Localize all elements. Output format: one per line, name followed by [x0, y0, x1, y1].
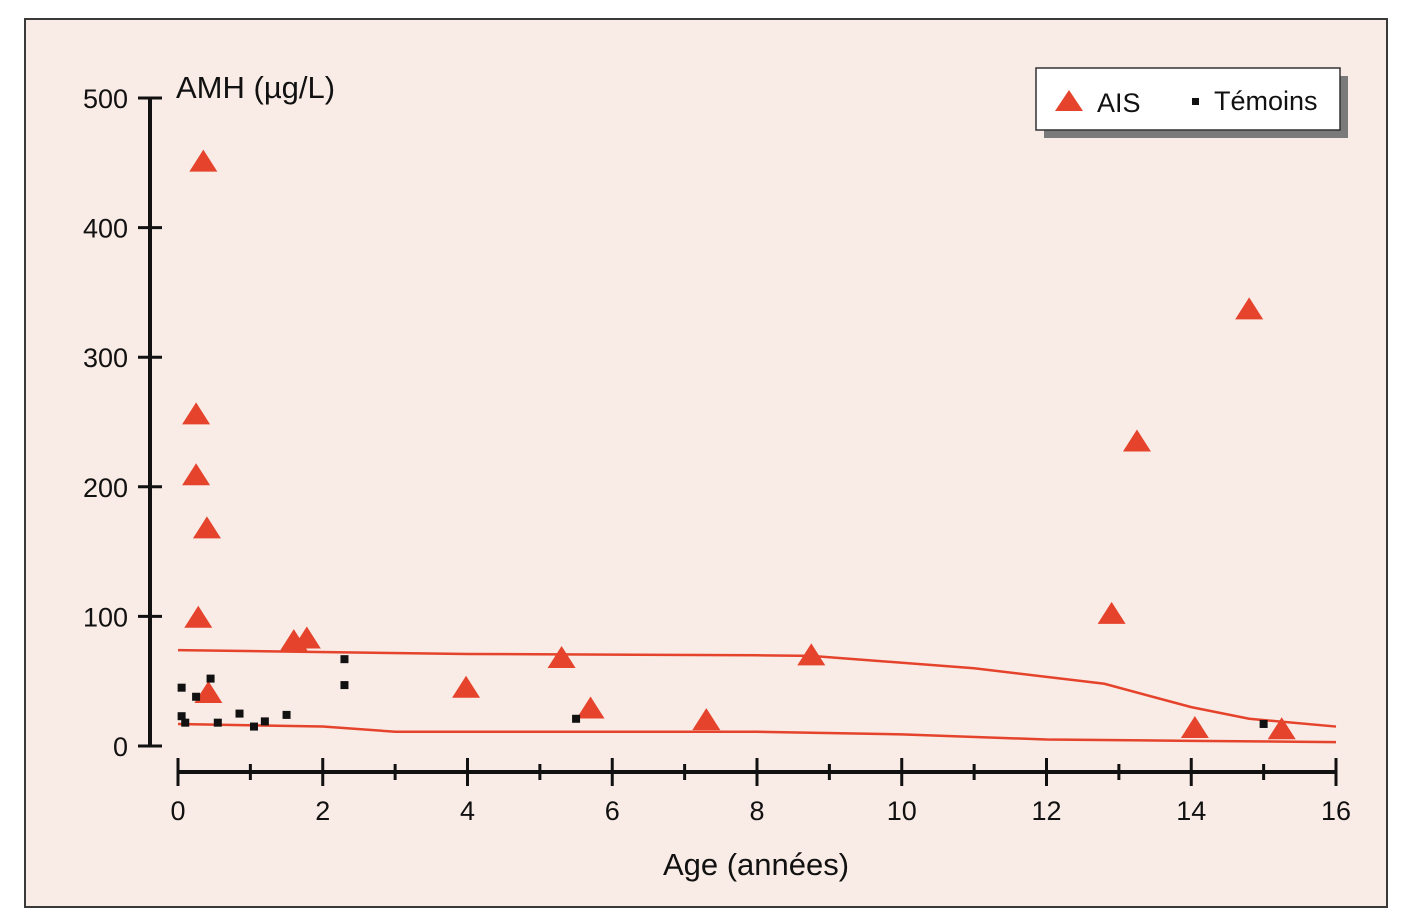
- ais-point: [184, 605, 213, 628]
- reference-lines: [177, 648, 1337, 744]
- reference-line-upper: [177, 648, 1337, 728]
- temoins-point: [340, 655, 349, 664]
- chart-frame: 0 100 200 300 400 500 0 2 4 6 8 10 12 14 16 AMH (µg/L…: [24, 18, 1388, 908]
- temoins-point: [572, 714, 581, 723]
- x-axis-label: Age (années): [663, 847, 849, 882]
- x-tick-label: 14: [1176, 796, 1206, 826]
- ais-point: [1097, 601, 1126, 624]
- legend-box: [1035, 67, 1341, 131]
- temoins-point: [206, 674, 215, 683]
- ais-point: [452, 675, 481, 698]
- x-tick-label: 10: [887, 796, 917, 826]
- y-tick-label: 400: [83, 214, 128, 244]
- scatter-chart: 0 100 200 300 400 500 0 2 4 6 8 10 12 14 16 AMH (µg/L…: [83, 67, 1351, 882]
- x-tick-label: 16: [1321, 796, 1351, 826]
- ais-point: [189, 149, 218, 172]
- temoins-point: [340, 681, 349, 690]
- ais-point: [547, 645, 576, 668]
- ais-point: [1122, 429, 1151, 452]
- temoins-point: [192, 692, 201, 701]
- y-tick-label: 300: [83, 343, 128, 373]
- y-tick-label: 500: [83, 84, 128, 114]
- ais-point: [1235, 297, 1264, 320]
- x-tick-label: 6: [605, 796, 620, 826]
- ais-point: [1267, 717, 1296, 740]
- x-tick-label: 8: [749, 796, 764, 826]
- ais-point: [576, 696, 605, 719]
- ais-point: [182, 463, 211, 486]
- x-axis: 0 2 4 6 8 10 12 14 16: [170, 758, 1351, 826]
- ais-point: [797, 643, 826, 666]
- temoins-point: [235, 709, 244, 718]
- reference-line-lower: [177, 722, 1337, 744]
- x-tick-label: 4: [460, 796, 475, 826]
- x-tick-label: 0: [170, 796, 185, 826]
- temoins-point: [1259, 719, 1268, 728]
- legend-label-temoins: Témoins: [1214, 86, 1318, 116]
- ais-point: [182, 402, 211, 425]
- temoins-point: [181, 718, 190, 727]
- ais-point: [292, 626, 321, 649]
- y-tick-label: 200: [83, 473, 128, 503]
- legend-triangle-icon: [1055, 90, 1083, 111]
- temoins-point: [260, 717, 269, 726]
- legend: AIS Témoins: [1035, 67, 1348, 138]
- y-axis: 0 100 200 300 400 500: [83, 84, 162, 762]
- y-tick-label: 100: [83, 602, 128, 632]
- temoins-point: [282, 710, 291, 719]
- y-tick-label: 0: [113, 732, 128, 762]
- x-tick-label: 2: [315, 796, 330, 826]
- temoins-point: [249, 722, 258, 731]
- legend-square-icon: [1192, 98, 1199, 105]
- temoins-point: [177, 683, 186, 692]
- x-tick-label: 12: [1031, 796, 1061, 826]
- ais-point: [692, 708, 721, 731]
- ais-point: [192, 516, 221, 539]
- ais-point: [194, 680, 223, 703]
- ais-point: [1180, 715, 1209, 738]
- temoins-point: [177, 712, 186, 721]
- legend-label-ais: AIS: [1097, 88, 1141, 118]
- data-points: [177, 149, 1296, 740]
- y-axis-label: AMH (µg/L): [176, 70, 335, 105]
- temoins-point: [213, 718, 222, 727]
